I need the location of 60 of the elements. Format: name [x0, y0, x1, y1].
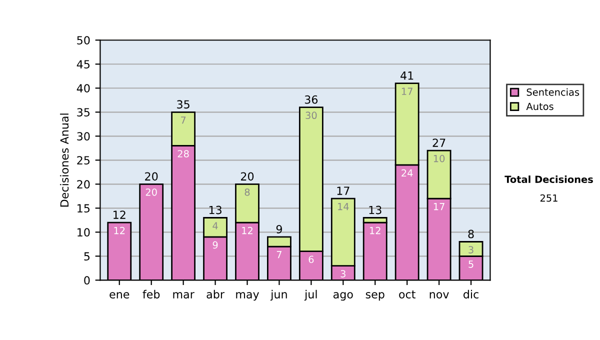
data-label: 14 [338, 203, 349, 210]
legend-label: Sentencias [526, 88, 580, 96]
total-label: 8 [468, 230, 474, 238]
y-tick-label: 45 [76, 60, 90, 69]
y-tick-label: 5 [84, 252, 90, 261]
y-tick-label: 15 [78, 204, 90, 213]
x-tick-label: sep [366, 292, 384, 301]
total-label: 17 [337, 186, 350, 195]
data-label: 30 [306, 112, 317, 120]
y-tick-label: 0 [84, 276, 90, 285]
data-label: 7 [181, 116, 186, 124]
data-label: 17 [402, 88, 412, 95]
y-tick-label: 30 [77, 132, 90, 141]
total-label: 9 [276, 225, 282, 234]
x-tick-label: jul [304, 290, 317, 301]
text: 251 [540, 194, 558, 202]
x-tick-label: dic [464, 290, 478, 298]
data-label: 24 [402, 169, 413, 176]
x-tick-label: jun [270, 290, 287, 301]
data-label: 17 [434, 203, 444, 210]
y-tick-label: 25 [77, 156, 90, 165]
data-label: 6 [308, 256, 314, 264]
y-tick-label: 10 [78, 228, 90, 237]
data-label: 28 [178, 150, 189, 158]
data-label: 3 [340, 270, 346, 278]
data-label: 12 [370, 226, 380, 234]
x-tick-label: oct [399, 290, 416, 298]
x-tick-label: ene [110, 292, 130, 298]
data-label: 7 [276, 251, 282, 258]
x-tick-label: abr [206, 290, 224, 298]
total-label: 41 [400, 72, 414, 80]
data-label: 10 [434, 154, 445, 162]
x-tick-label: may [236, 292, 260, 301]
legend-label: Autos [526, 102, 554, 110]
x-tick-label: feb [142, 290, 160, 298]
data-label: 8 [244, 188, 250, 196]
total-label: 36 [304, 95, 318, 104]
x-tick-label: ago [333, 292, 353, 301]
y-tick-label: 35 [77, 108, 90, 117]
y-tick-label: 20 [77, 180, 90, 189]
x-tick-label: mar [173, 292, 194, 298]
y-tick-label: 50 [77, 36, 90, 44]
data-label: 3 [468, 246, 474, 254]
total-label: 27 [432, 138, 446, 147]
total-label: 13 [369, 206, 382, 214]
total-label: 13 [209, 206, 222, 214]
data-label: 20 [146, 188, 157, 196]
y-tick-label: 40 [76, 84, 90, 93]
total-label: 20 [145, 172, 158, 181]
total-label: 12 [114, 210, 126, 219]
total-label: 35 [177, 100, 190, 109]
x-tick-label: nov [430, 292, 449, 298]
data-label: 9 [212, 241, 218, 249]
data-label: 4 [212, 222, 218, 230]
y-axis-title: Decisiones Anual [60, 114, 69, 207]
text: Total Decisiones [504, 175, 593, 184]
data-label: 5 [468, 260, 474, 268]
data-label: 12 [242, 226, 252, 234]
data-label: 12 [114, 226, 125, 234]
total-label: 20 [240, 172, 254, 181]
